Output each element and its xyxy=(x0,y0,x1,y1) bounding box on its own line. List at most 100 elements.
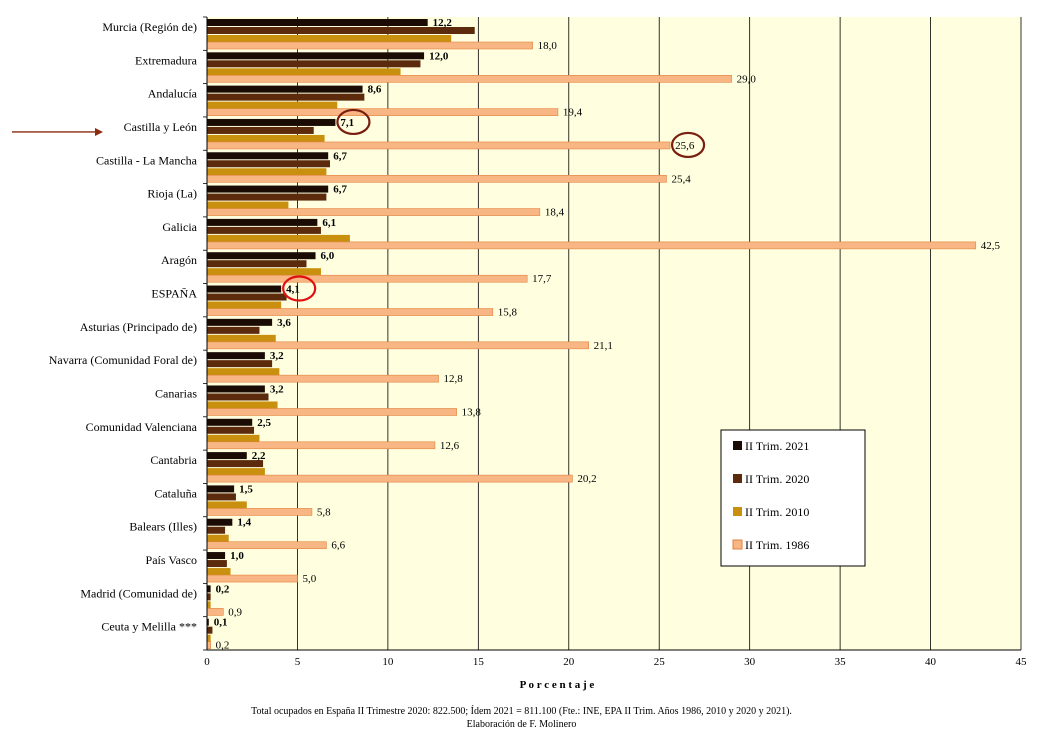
x-tick-label: 15 xyxy=(473,656,485,668)
bar xyxy=(207,518,233,526)
bar xyxy=(206,508,313,516)
category-label: Castilla y León xyxy=(124,120,197,134)
bar xyxy=(207,501,247,509)
highlight-circle xyxy=(282,275,317,302)
data-label-2021: 1,5 xyxy=(239,483,253,495)
data-label-1986: 5,8 xyxy=(317,506,331,518)
x-axis-label: P o r c e n t a j e xyxy=(520,679,595,691)
source-footnote: Total ocupados en España II Trimestre 20… xyxy=(251,706,792,717)
bar xyxy=(207,626,213,634)
bar xyxy=(206,174,667,183)
x-tick-label: 30 xyxy=(744,656,756,668)
bar xyxy=(207,168,327,176)
bar xyxy=(207,85,363,93)
data-label-1986: 13,8 xyxy=(462,406,482,418)
data-label-1986: 20,2 xyxy=(577,473,596,485)
category-label: Navarra (Comunidad Foral de) xyxy=(49,353,197,367)
bar xyxy=(207,618,209,626)
bar xyxy=(207,634,211,642)
data-label-1986: 15,8 xyxy=(498,307,518,319)
bar xyxy=(206,541,327,550)
bar xyxy=(207,585,211,593)
legend-swatch xyxy=(733,507,742,516)
bar xyxy=(207,35,452,42)
data-label-1986: 25,6 xyxy=(675,140,695,152)
category-label: ESPAÑA xyxy=(151,287,197,301)
category-label: Castilla - La Mancha xyxy=(96,153,198,167)
bar xyxy=(207,326,260,334)
bar xyxy=(207,152,329,160)
data-label-2021: 3,2 xyxy=(270,350,284,362)
bar xyxy=(207,234,350,242)
data-label-2021: 1,4 xyxy=(237,517,251,529)
legend-label: II Trim. 1986 xyxy=(745,538,809,552)
category-label: Canarias xyxy=(155,386,197,400)
bar xyxy=(206,141,671,150)
data-label-1986: 29,0 xyxy=(737,73,757,85)
bar xyxy=(207,118,336,126)
category-label: Rioja (La) xyxy=(147,187,197,201)
bar xyxy=(207,468,265,476)
axes-group: 0 5 10 15 20 25 30 35 40 45 xyxy=(203,16,1028,668)
category-label: Murcia (Región de) xyxy=(102,20,197,34)
bar xyxy=(207,301,282,309)
data-label-2021: 6,7 xyxy=(333,184,347,196)
value-labels: 12,2 12,0 8,6 7,1 6,7 6,7 6,1 6,0 4,1 3,6 3,2 3,2 2,… xyxy=(214,17,1001,652)
data-label-1986: 21,1 xyxy=(594,340,613,352)
bar xyxy=(206,474,573,483)
bar xyxy=(206,208,541,216)
bar xyxy=(207,52,425,60)
bar xyxy=(207,426,255,434)
bar xyxy=(206,108,559,116)
category-label: Madrid (Comunidad de) xyxy=(80,586,197,600)
category-label: Balears (Illes) xyxy=(129,520,197,534)
legend-swatch xyxy=(733,474,742,483)
bar xyxy=(207,160,331,168)
x-tick-label: 0 xyxy=(204,656,210,668)
category-label: Extremadura xyxy=(135,53,198,67)
legend-swatch xyxy=(732,539,743,550)
bar xyxy=(207,101,338,109)
x-tick-label: 40 xyxy=(925,656,937,668)
x-tick-label: 45 xyxy=(1016,656,1028,668)
annotations-group xyxy=(12,108,706,302)
bar xyxy=(206,574,298,583)
category-label: Comunidad Valenciana xyxy=(86,420,198,434)
x-tick-label: 35 xyxy=(835,656,847,668)
bar xyxy=(207,93,365,101)
data-label-2021: 6,0 xyxy=(321,250,335,262)
data-label-1986: 12,6 xyxy=(440,440,460,452)
bar xyxy=(207,385,265,393)
bar xyxy=(207,460,264,468)
bar xyxy=(207,68,401,76)
category-label: Andalucía xyxy=(148,87,198,101)
author-footnote: Elaboración de F. Molinero xyxy=(466,719,577,730)
bar xyxy=(207,27,475,34)
data-label-2021: 0,2 xyxy=(216,583,230,595)
data-label-1986: 19,4 xyxy=(563,107,583,119)
x-tick-label: 20 xyxy=(563,656,575,668)
data-label-2021: 2,2 xyxy=(252,450,266,462)
category-label: Galicia xyxy=(162,220,197,234)
bar xyxy=(207,318,273,326)
data-label-2021: 3,6 xyxy=(277,317,291,329)
legend-box xyxy=(720,429,866,567)
bar xyxy=(206,441,436,450)
category-label: Cataluña xyxy=(154,486,197,500)
bar xyxy=(207,285,282,293)
legend-swatch xyxy=(733,441,742,450)
bar xyxy=(206,241,977,250)
legend-label: II Trim. 2021 xyxy=(745,439,809,453)
legend-label: II Trim. 2020 xyxy=(745,472,809,486)
bar xyxy=(207,552,226,560)
data-label-2021: 6,7 xyxy=(333,150,347,162)
x-tick-label: 5 xyxy=(295,656,301,668)
bar xyxy=(207,360,273,368)
bar xyxy=(206,75,732,83)
highlight-circle xyxy=(670,131,706,159)
bar xyxy=(206,41,533,50)
bar xyxy=(206,608,224,616)
bar xyxy=(207,368,280,376)
x-tick-label: 25 xyxy=(654,656,666,668)
